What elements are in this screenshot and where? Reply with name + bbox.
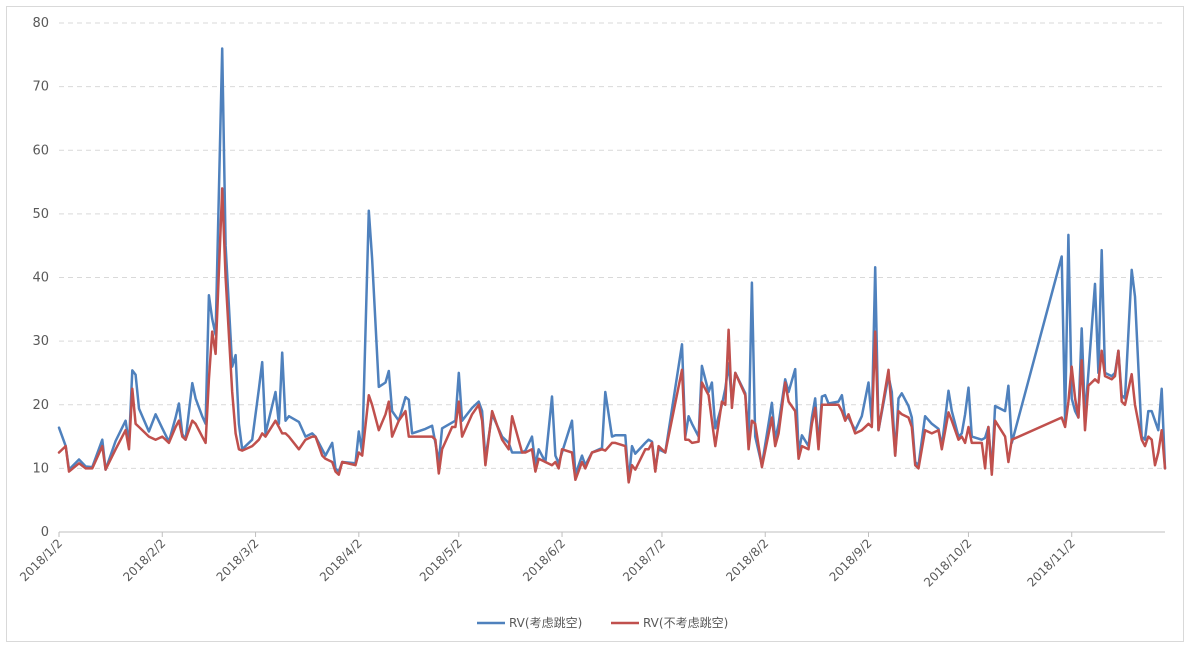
x-tick-label: 2018/6/2 — [520, 536, 568, 584]
legend-label-1: RV(考虑跳空) — [509, 616, 582, 630]
series-lines — [57, 47, 1167, 484]
line-chart: 0 10 20 30 40 50 60 70 80 2018/1/2 2018/2/2 2018/3/… — [17, 16, 1167, 630]
x-tick-label: 2018/2/2 — [120, 536, 168, 584]
x-tick-label: 2018/3/2 — [214, 536, 262, 584]
y-tick-label: 70 — [32, 80, 49, 95]
legend-label-2: RV(不考虑跳空) — [643, 616, 728, 630]
axes: 0 10 20 30 40 50 60 70 80 2018/1/2 2018/2/2 2018/3/… — [17, 16, 1165, 590]
y-tick-label: 20 — [32, 398, 49, 413]
x-tick-label: 2018/5/2 — [417, 536, 465, 584]
series-line-1 — [57, 47, 1167, 483]
x-tick-label: 2018/8/2 — [723, 536, 771, 584]
chart-area: 0 10 20 30 40 50 60 70 80 2018/1/2 2018/2/2 2018/3/… — [6, 6, 1184, 642]
x-tick-label: 2018/1/2 — [17, 536, 65, 584]
x-tick-label: 2018/10/2 — [921, 536, 974, 589]
x-tick-label: 2018/7/2 — [620, 536, 668, 584]
x-tick-label: 2018/4/2 — [317, 536, 365, 584]
gridlines — [59, 22, 1165, 469]
y-tick-label: 0 — [41, 525, 49, 540]
y-tick-label: 40 — [32, 271, 49, 286]
y-tick-label: 60 — [32, 143, 49, 158]
x-tick-label: 2018/11/2 — [1024, 536, 1077, 589]
series-line-2 — [57, 187, 1167, 484]
y-tick-label: 10 — [32, 461, 49, 476]
legend: RV(考虑跳空) RV(不考虑跳空) — [477, 616, 728, 630]
x-tick-label: 2018/9/2 — [827, 536, 875, 584]
y-tick-label: 30 — [32, 334, 49, 349]
y-tick-label: 50 — [32, 207, 49, 222]
y-tick-label: 80 — [32, 16, 49, 31]
